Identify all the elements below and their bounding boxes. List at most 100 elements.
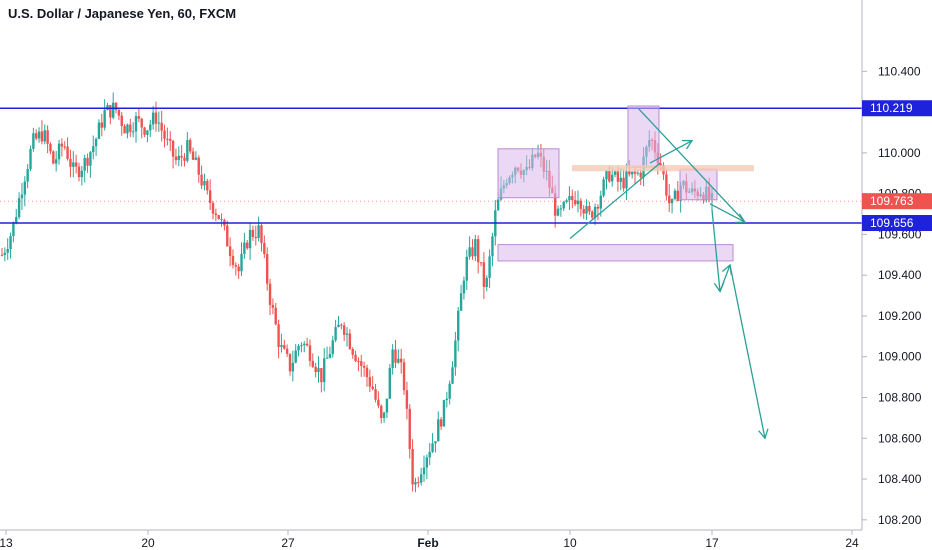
candle-body <box>636 172 640 174</box>
candle-body <box>474 239 477 257</box>
candle-body <box>342 325 346 335</box>
candle-body <box>49 143 52 152</box>
candle-body <box>257 225 260 238</box>
candle-body <box>308 345 312 361</box>
candle-body <box>397 358 400 363</box>
candle-body <box>20 194 24 199</box>
candle-body <box>579 200 583 209</box>
candle-body <box>92 146 95 153</box>
candle-body <box>599 195 602 209</box>
candle-body <box>52 151 55 164</box>
time-axis: 13 20 27 Feb 10 17 24 <box>0 529 862 550</box>
candle-body <box>240 253 243 272</box>
candle-body <box>149 124 152 131</box>
y-tick-label: 109.000 <box>878 350 922 364</box>
candle-body <box>625 171 628 189</box>
candle-body <box>140 118 143 128</box>
candle-body <box>471 247 474 257</box>
candle-body <box>274 307 277 325</box>
candle-body <box>46 130 49 144</box>
candle-body <box>265 254 269 284</box>
candle-body <box>188 140 192 152</box>
candle-body <box>371 386 374 390</box>
candle-body <box>665 174 668 196</box>
candle-body <box>268 283 272 305</box>
candle-body <box>63 146 66 148</box>
price-axis: 110.400110.000109.800109.600109.400109.2… <box>861 0 932 530</box>
x-tick-label: 10 <box>563 536 577 550</box>
candle-body <box>668 195 671 204</box>
candle-body <box>365 367 369 378</box>
candle-body <box>402 362 406 391</box>
candle-body <box>479 262 483 264</box>
breakout-up-arrow <box>649 140 693 164</box>
candle-body <box>394 349 397 363</box>
candle-body <box>591 211 594 218</box>
candle-body <box>431 443 434 452</box>
candle-body <box>86 157 89 166</box>
candle-body <box>360 361 363 366</box>
y-tick-label: 110.000 <box>878 146 921 160</box>
candle-body <box>565 200 568 203</box>
candle-body <box>482 262 486 287</box>
candle-body <box>325 357 329 359</box>
x-tick-label: 27 <box>281 536 295 550</box>
resistance-band <box>572 165 754 172</box>
candle-body <box>297 345 300 351</box>
y-tick-label: 108.800 <box>878 391 922 405</box>
candle-body <box>137 116 141 119</box>
candle-body <box>37 131 41 139</box>
candle-body <box>357 361 360 363</box>
candle-body <box>12 222 15 237</box>
candle-body <box>15 217 18 223</box>
y-tick-label: 108.600 <box>878 431 922 445</box>
candle-body <box>57 143 61 160</box>
candle-body <box>553 193 557 216</box>
candle-body <box>120 115 123 127</box>
candle-body <box>271 304 275 308</box>
retest-arrow <box>709 203 746 223</box>
candle-body <box>411 448 414 485</box>
candle-body <box>496 199 500 211</box>
candle-body <box>314 366 317 372</box>
candle-body <box>77 166 81 178</box>
candle-body <box>428 451 431 458</box>
candle-body <box>154 112 158 124</box>
candle-body <box>234 265 238 267</box>
chart-title: U.S. Dollar / Japanese Yen, 60, FXCM <box>8 6 237 21</box>
candle-body <box>337 324 340 328</box>
candle-body <box>348 333 352 349</box>
candle-body <box>622 177 625 189</box>
candle-body <box>317 368 320 372</box>
candle-body <box>80 170 84 178</box>
candle-body <box>454 340 457 368</box>
breakout-up-arrow-head <box>681 139 694 150</box>
candle-body <box>351 348 354 355</box>
candle-body <box>248 229 252 249</box>
candle-body <box>419 474 423 483</box>
candle-body <box>331 340 334 355</box>
candle-body <box>143 127 146 135</box>
candle-body <box>29 148 32 170</box>
candle-body <box>254 236 257 238</box>
candle-body <box>251 229 255 237</box>
candle-body <box>131 131 135 133</box>
candle-body <box>177 155 180 161</box>
triangle-lower-trendline <box>569 162 661 239</box>
candle-body <box>217 215 220 219</box>
candle-body <box>66 146 69 159</box>
candle-body <box>69 158 72 167</box>
candle-body <box>60 143 64 147</box>
y-tick-label: 110.400 <box>878 64 921 78</box>
candle-body <box>26 169 29 182</box>
level-price-label: 110.219 <box>870 101 913 115</box>
candle-body <box>559 208 563 210</box>
candle-body <box>23 181 27 195</box>
candle-body <box>388 367 391 399</box>
candle-body <box>345 333 349 335</box>
candle-body <box>377 399 380 406</box>
pullback-arrow <box>719 264 731 292</box>
candle-body <box>602 179 605 196</box>
candle-body <box>311 360 315 367</box>
